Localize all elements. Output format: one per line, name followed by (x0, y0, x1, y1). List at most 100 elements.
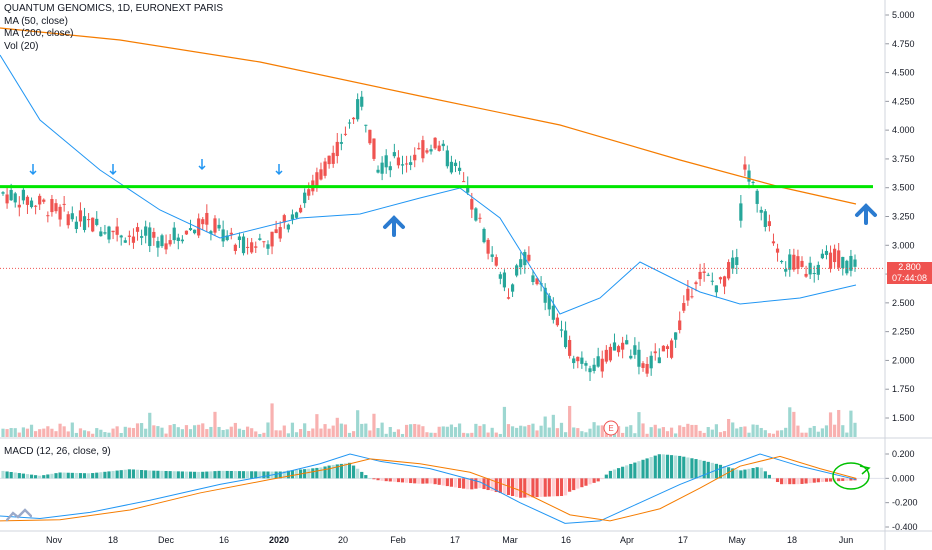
macd-histogram-bar (201, 471, 205, 479)
candle-body (669, 340, 674, 358)
price-tick-label: 2.250 (892, 327, 915, 337)
volume-bar (197, 424, 201, 437)
macd-histogram-bar (184, 471, 189, 479)
macd-histogram-bar (188, 471, 193, 479)
volume-bar (66, 431, 70, 437)
candle-body (788, 254, 792, 270)
macd-histogram-bar (596, 478, 600, 482)
macd-histogram-bar (70, 472, 74, 479)
macd-histogram-bar (339, 463, 343, 479)
volume-bar (376, 428, 380, 437)
price-tick-label: 4.750 (892, 39, 915, 49)
volume-bar (633, 433, 637, 437)
macd-histogram-bar (254, 471, 258, 479)
macd-histogram-bar (559, 478, 564, 497)
price-tick-label: 3.250 (892, 212, 915, 222)
candle-body (286, 224, 290, 230)
macd-histogram-bar (209, 471, 213, 479)
volume-bar (421, 426, 425, 437)
candle-body (604, 349, 608, 362)
volume-bar (127, 427, 131, 437)
volume-bar (184, 425, 189, 437)
macd-histogram-bar (135, 469, 140, 479)
candle-body (853, 259, 857, 267)
macd-histogram-bar (437, 478, 441, 485)
macd-legend: MACD (12, 26, close, 9) (4, 446, 111, 457)
volume-bar (34, 431, 38, 437)
volume-bar (152, 425, 156, 437)
macd-histogram-bar (294, 469, 299, 479)
volume-bar (706, 427, 710, 437)
candle-body (294, 212, 299, 218)
ma200-label: MA (200, close) (4, 28, 74, 39)
macd-histogram-bar (74, 472, 78, 479)
volume-bar (694, 424, 698, 437)
volume-bar (274, 430, 278, 437)
candle-body (519, 259, 523, 268)
candle-body (201, 219, 205, 225)
macd-histogram-bar (278, 471, 282, 479)
candle-body (755, 190, 759, 204)
candle-body (205, 212, 209, 225)
volume-bar (743, 426, 747, 437)
candle-body (91, 217, 95, 232)
macd-histogram-bar (221, 470, 225, 479)
candle-body (413, 154, 417, 161)
macd-histogram-bar (637, 461, 641, 479)
candle-body (46, 215, 50, 217)
volume-bar (490, 427, 494, 437)
macd-histogram-bar (404, 478, 409, 483)
volume-bar (780, 430, 784, 437)
candle-body (217, 224, 221, 229)
candle-body (197, 218, 201, 236)
macd-histogram-bar (466, 478, 470, 490)
volume-bar (270, 403, 274, 437)
candle-body (849, 255, 853, 271)
volume-bar (515, 427, 519, 437)
macd-histogram-bar (470, 478, 474, 490)
down-arrow-icon (275, 164, 283, 176)
macd-histogram-bar (17, 473, 21, 479)
macd-histogram-bar (608, 470, 613, 479)
macd-histogram-bar (775, 478, 780, 483)
candle-body (135, 227, 140, 232)
up-arrow-icon (383, 215, 405, 237)
volume-bar (168, 425, 172, 437)
volume-bar (568, 405, 572, 437)
candle-body (510, 284, 515, 292)
date-tick-label: 2020 (269, 535, 289, 545)
date-tick-label: Apr (620, 535, 634, 545)
chart-legend: QUANTUM GENOMICS, 1D, EURONEXT PARIS MA … (4, 3, 223, 53)
candle-body (462, 181, 466, 183)
volume-bar (784, 427, 788, 437)
candle-body (559, 329, 564, 331)
candle-body (470, 199, 474, 210)
candle-body (172, 227, 176, 241)
volume-bar (510, 426, 515, 437)
macd-histogram-bar (592, 478, 596, 483)
candle-body (144, 226, 148, 236)
volume-bar (201, 423, 205, 437)
macd-histogram-bar (649, 457, 653, 479)
volume-bar (820, 428, 824, 437)
volume-bar (649, 427, 653, 437)
volume-bar (531, 423, 535, 437)
candle-body (66, 214, 70, 226)
candle-body (123, 240, 127, 243)
candle-body (775, 248, 780, 253)
macd-histogram-bar (820, 478, 824, 482)
candle-body (127, 235, 131, 237)
candle-body (665, 346, 670, 349)
volume-bar (739, 426, 743, 437)
circle-arrowhead-icon (859, 465, 871, 475)
volume-bar (396, 429, 401, 437)
candle-body (686, 288, 690, 301)
volume-bar (698, 430, 702, 437)
macd-histogram-bar (800, 478, 804, 484)
macd-histogram-bar (9, 471, 13, 479)
volume-bar (555, 428, 560, 437)
candle-body (767, 221, 771, 227)
macd-histogram-bar (131, 469, 136, 479)
candle-body (225, 235, 229, 241)
